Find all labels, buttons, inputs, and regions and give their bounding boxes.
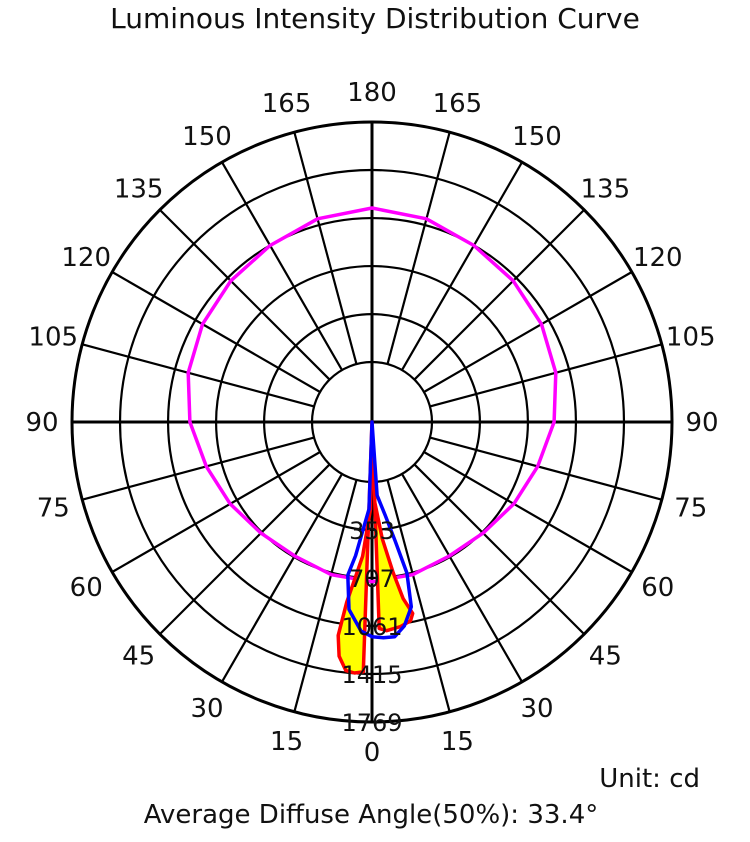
grid-circle	[118, 168, 626, 676]
angle-labels: 0 15 30 45 60 75 90 105 120 135 150 165 180 15 30 45 60 7…	[25, 78, 718, 768]
spoke-line	[159, 209, 331, 381]
spoke-line	[386, 131, 451, 365]
spoke-line	[81, 436, 315, 501]
angle-label: 120	[633, 243, 683, 273]
angle-label: 15	[441, 727, 474, 757]
diffuse-angle-label: Average Diffuse Angle(50%):	[143, 800, 520, 830]
angle-label: 120	[61, 243, 111, 273]
angle-label: 30	[520, 694, 553, 724]
spoke-line	[413, 463, 585, 635]
chart-title: Luminous Intensity Distribution Curve	[110, 2, 640, 35]
unit-label: Unit: cd	[599, 764, 700, 794]
spoke-line	[429, 436, 663, 501]
spoke-line	[111, 271, 321, 393]
angle-label: 75	[674, 493, 707, 523]
radial-tick-labels: 353 707 1061 1415 1769	[341, 517, 402, 737]
spoke-line	[159, 463, 331, 635]
angle-label: 75	[37, 493, 70, 523]
spoke-line	[423, 271, 633, 393]
spoke-line	[221, 161, 343, 371]
angle-label: 105	[666, 323, 716, 353]
spoke-line	[111, 451, 321, 573]
angle-label: 45	[589, 641, 622, 671]
angle-label: 135	[114, 175, 164, 205]
angle-label: 90	[25, 408, 58, 438]
radial-tick-label: 707	[349, 565, 395, 593]
spoke-line	[413, 209, 585, 381]
diffuse-angle-value: 33.4°	[527, 800, 599, 830]
angle-label: 165	[262, 89, 312, 119]
spoke-line	[429, 343, 663, 408]
spoke-line	[293, 479, 358, 713]
polar-grid	[70, 120, 674, 724]
radial-tick-label: 1769	[341, 709, 402, 737]
spoke-line	[81, 343, 315, 408]
angle-label: 150	[182, 122, 232, 152]
spoke-line	[293, 131, 358, 365]
angle-label: 180	[347, 78, 397, 108]
distribution-curves	[186, 206, 558, 675]
angle-label: 90	[685, 408, 718, 438]
angle-label: 45	[122, 641, 155, 671]
outer-circle	[70, 120, 674, 724]
distribution-curve	[346, 420, 414, 640]
grid-circle	[166, 216, 578, 628]
radial-tick-label: 1061	[341, 613, 402, 641]
angle-label: 150	[512, 122, 562, 152]
grid-circle	[214, 264, 530, 580]
angle-label: 15	[270, 727, 303, 757]
angle-label: 135	[581, 175, 631, 205]
radial-tick-label: 353	[349, 517, 395, 545]
distribution-curve	[186, 206, 558, 584]
angle-label: 60	[70, 573, 103, 603]
spoke-line	[221, 473, 343, 683]
angle-label: 0	[364, 738, 381, 768]
spoke-line	[401, 161, 523, 371]
angle-label: 30	[190, 694, 223, 724]
spoke-line	[423, 451, 633, 573]
angle-label: 60	[641, 573, 674, 603]
radial-tick-label: 1415	[341, 661, 402, 689]
grid-circle	[263, 313, 481, 531]
diffuse-angle-text: Average Diffuse Angle(50%): 33.4°	[0, 800, 742, 830]
spoke-line	[401, 473, 523, 683]
angle-label: 105	[28, 323, 78, 353]
spoke-line	[386, 479, 451, 713]
angle-label: 165	[433, 89, 483, 119]
